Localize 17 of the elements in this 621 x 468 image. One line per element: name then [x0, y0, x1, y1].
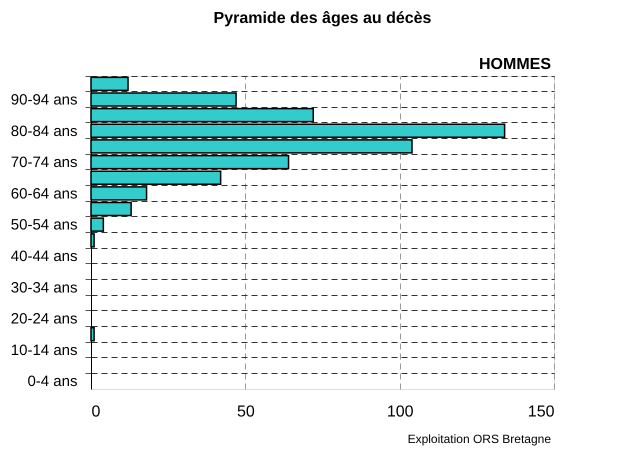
y-tick-label: 10-14 ans — [10, 342, 78, 359]
text: Exploitation ORS Bretagne — [408, 432, 552, 446]
y-tick-label: 40-44 ans — [10, 248, 78, 265]
text: HOMMES — [479, 56, 552, 73]
chart-title: Pyramide des âges au décès — [214, 10, 432, 27]
y-tick-label: 50-54 ans — [10, 216, 78, 234]
x-tick-label: 0 — [92, 404, 100, 420]
y-tick-label: 80-84 ans — [10, 122, 78, 140]
y-tick-label: 60-64 ans — [10, 185, 78, 202]
x-tick-label: 100 — [386, 404, 414, 420]
y-tick-label: 0-4 ans — [27, 373, 78, 390]
y-tick-label: 30-34 ans — [10, 279, 78, 296]
x-tick-label: 150 — [528, 404, 555, 420]
y-tick-label: 70-74 ans — [10, 154, 78, 172]
y-tick-label: 20-24 ans — [10, 310, 78, 328]
x-tick-label: 50 — [236, 404, 255, 420]
y-tick-label: 90-94 ans — [10, 91, 78, 108]
